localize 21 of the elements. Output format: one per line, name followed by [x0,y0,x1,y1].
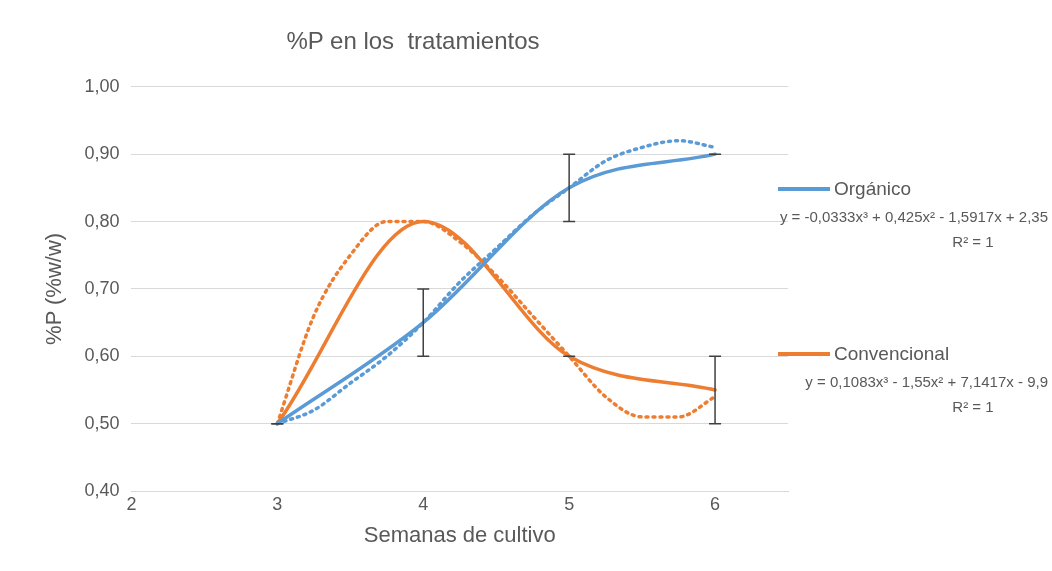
y-tick-label: 0,70 [84,277,120,298]
legend-label: Convencional [834,343,950,365]
x-tick-label: 6 [710,493,721,514]
text: y = 0,1083x³ - 1,55x² + 7,1417x - 9,9 [804,373,1048,390]
x-axis-title: Semanas de cultivo [363,521,556,547]
chart-title: %P en los tratamientos [286,27,540,55]
x-tick-label: 4 [418,493,429,514]
y-tick-label: 0,80 [84,210,120,231]
y-axis-title: %P (%w/w) [41,232,67,345]
x-tick-label: 2 [126,493,137,514]
y-tick-label: 0,40 [84,479,120,500]
x-tick-label: 3 [272,493,283,514]
legend-label: Orgánico [834,178,912,200]
y-tick-label: 0,60 [84,345,120,366]
y-tick-label: 1,00 [84,75,120,96]
text: R² = 1 [951,398,995,415]
x-tick-label: 5 [564,493,575,514]
annotation: y = -0,0333x³ + 0,425x² - 1,5917x + 2,35 [778,208,1048,225]
text: R² = 1 [951,233,995,250]
y-tick-label: 0,90 [84,143,120,164]
y-tick-label: 0,50 [84,412,120,433]
